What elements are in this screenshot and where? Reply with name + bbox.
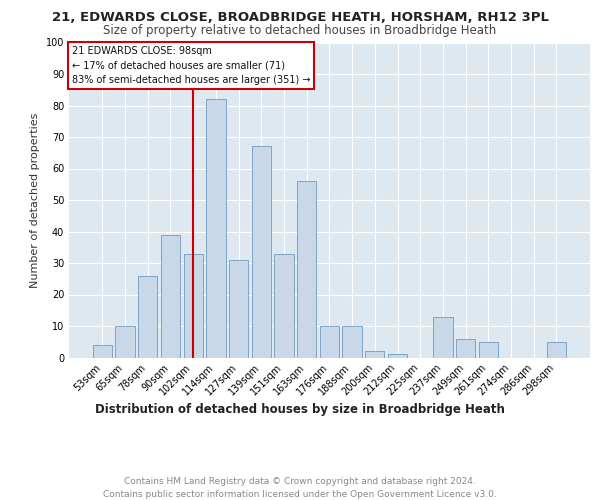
Text: 21, EDWARDS CLOSE, BROADBRIDGE HEATH, HORSHAM, RH12 3PL: 21, EDWARDS CLOSE, BROADBRIDGE HEATH, HO…: [52, 11, 548, 24]
Bar: [320, 326, 339, 358]
Bar: [274, 254, 293, 358]
Bar: [229, 260, 248, 358]
Bar: [184, 254, 203, 358]
Text: Distribution of detached houses by size in Broadbridge Heath: Distribution of detached houses by size …: [95, 402, 505, 415]
Bar: [365, 351, 385, 358]
Y-axis label: Number of detached properties: Number of detached properties: [30, 112, 40, 288]
Bar: [433, 316, 452, 358]
Bar: [343, 326, 362, 358]
Bar: [138, 276, 157, 357]
Text: 21 EDWARDS CLOSE: 98sqm
← 17% of detached houses are smaller (71)
83% of semi-de: 21 EDWARDS CLOSE: 98sqm ← 17% of detache…: [71, 46, 310, 85]
Bar: [547, 342, 566, 357]
Bar: [115, 326, 134, 358]
Bar: [388, 354, 407, 358]
Text: Contains HM Land Registry data © Crown copyright and database right 2024.
Contai: Contains HM Land Registry data © Crown c…: [103, 478, 497, 499]
Text: Size of property relative to detached houses in Broadbridge Heath: Size of property relative to detached ho…: [103, 24, 497, 37]
Bar: [479, 342, 498, 357]
Bar: [456, 338, 475, 357]
Bar: [161, 234, 180, 358]
Bar: [297, 181, 316, 358]
Bar: [92, 345, 112, 358]
Bar: [206, 99, 226, 357]
Bar: [251, 146, 271, 358]
